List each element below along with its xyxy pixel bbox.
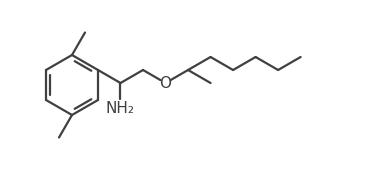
Text: NH₂: NH₂	[106, 101, 135, 116]
Text: O: O	[159, 75, 171, 90]
